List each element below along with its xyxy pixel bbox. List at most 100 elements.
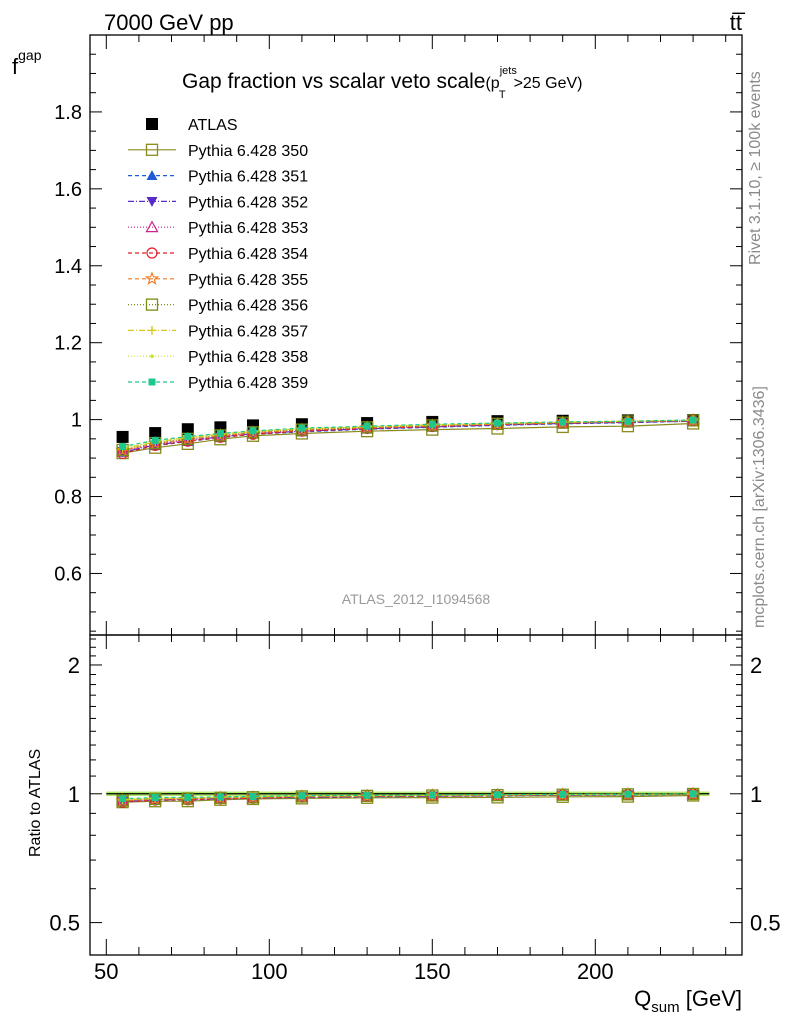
legend-item: Pythia 6.428 359 [128,375,308,392]
main-title-text: Gap fraction vs scalar veto scale [182,70,485,93]
ratio-point [116,794,129,807]
legend-label: Pythia 6.428 356 [188,298,308,315]
ratio-line [122,793,694,800]
data-point [149,427,162,440]
data-point [556,416,569,429]
main-title-sub-sub: T [499,89,506,101]
legend-label: ATLAS [188,117,238,134]
data-point [184,433,192,441]
legend-item: Pythia 6.428 351 [128,169,308,186]
legend-item: Pythia 6.428 357 [128,323,308,340]
data-point [249,427,257,435]
legend-marker [146,197,158,207]
series-line [122,419,694,448]
ratio-ytick-label-left: 1 [68,782,80,807]
legend-item: Pythia 6.428 354 [128,246,308,263]
rivet-label: Rivet 3.1.10, ≥ 100k events [747,71,764,265]
data-point [119,443,127,451]
main-title-sub-suffix: >25 GeV) [514,75,583,92]
data-point [624,417,632,425]
series-line [122,420,694,455]
main-ytick-label: 1.6 [54,179,82,201]
ratio-point [249,792,257,800]
legend-marker [146,170,158,180]
energy-label: 7000 GeV pp [104,10,234,35]
data-point [151,436,159,444]
ratio-point [624,790,632,798]
main-ytick-label: 1 [71,410,82,432]
legend-label: Pythia 6.428 350 [188,143,308,160]
main-ylabel-sub: gap [18,47,42,63]
legend-label: Pythia 6.428 352 [188,194,308,211]
series-10 [119,416,697,451]
x-axis-label-suffix: [GeV] [680,986,742,1011]
data-point [360,421,374,434]
main-title-sub-sup: jets [499,65,518,77]
series-6 [115,412,701,457]
ratio-ytick-label-left: 2 [68,653,80,678]
main-ytick-label: 1.8 [54,102,82,124]
legend-marker [150,354,154,359]
ratio-point [428,791,436,799]
ratio-point [494,791,501,799]
ratio-ytick-label-right: 2 [750,653,762,678]
ratio-point [119,795,127,803]
legend-item: Pythia 6.428 352 [128,194,308,211]
x-tick-label: 100 [251,959,288,984]
x-axis-label-sub: sum [651,999,679,1016]
main-ylabel: fgap [12,47,42,79]
main-ylabel-text: f [12,54,19,79]
process-label: tt̅ [730,10,746,35]
main-ytick-label: 1.4 [54,256,82,278]
ratio-ytick-label-right: 1 [750,782,762,807]
ratio-ytick-label-left: 0.5 [49,911,80,936]
mcplots-label: mcplots.cern.ch [arXiv:1306.3436] [751,386,768,628]
ratio-ytick-label-right: 0.5 [750,911,781,936]
data-point [559,418,567,426]
ratio-point [559,790,567,798]
legend-item: ATLAS [146,117,238,134]
ratio-point [298,792,306,800]
legend-marker [146,118,158,130]
legend-marker [144,271,160,285]
legend-label: Pythia 6.428 358 [188,349,308,366]
legend-item: Pythia 6.428 355 [128,271,308,289]
ratio-panel-frame [89,634,743,956]
legend-item: Pythia 6.428 356 [128,298,308,315]
legend-marker [145,143,159,156]
legend-marker [145,298,159,311]
data-point [181,423,194,436]
data-point [363,422,371,430]
watermark: ATLAS_2012_I1094568 [342,591,491,607]
ratio-ticks: 0.5 0.5 1 1 2 2 50 100 150 200 [49,635,781,984]
series-line [122,419,694,451]
legend-marker [148,378,156,386]
data-point [494,419,501,427]
x-axis-label: Qsum [GeV] [634,986,742,1016]
x-tick-label: 200 [577,959,614,984]
ratio-series-10 [119,790,697,803]
ratio-series [115,786,701,809]
ratio-panel: Ratio to ATLAS Qsum [GeV] 0.5 0.5 1 1 2 2 50 10… [27,634,781,1016]
legend-label: Pythia 6.428 354 [188,246,308,263]
series-7 [116,414,700,457]
legend-label: Pythia 6.428 351 [188,169,308,186]
x-tick-label: 50 [94,959,118,984]
main-ytick-label: 0.6 [54,563,82,585]
main-panel: Gap fraction vs scalar veto scale(pjets T… [12,34,743,636]
data-point [428,420,436,428]
legend-marker [147,325,157,335]
data-point [298,424,306,432]
ratio-point [689,790,697,798]
legend-item: Pythia 6.428 358 [128,349,308,366]
main-ticks: 0.6 0.8 1 1.2 1.4 1.6 1.8 [54,35,742,635]
legend: ATLAS Pythia 6.428 350 Pythia 6.428 351 Pyt… [128,117,308,392]
ratio-point [363,791,371,799]
legend-label: Pythia 6.428 353 [188,220,308,237]
data-point [216,429,224,437]
legend-label: Pythia 6.428 359 [188,375,308,392]
main-title: Gap fraction vs scalar veto scale(pjets T… [182,65,583,101]
ratio-point [184,793,192,801]
data-point [491,417,504,430]
